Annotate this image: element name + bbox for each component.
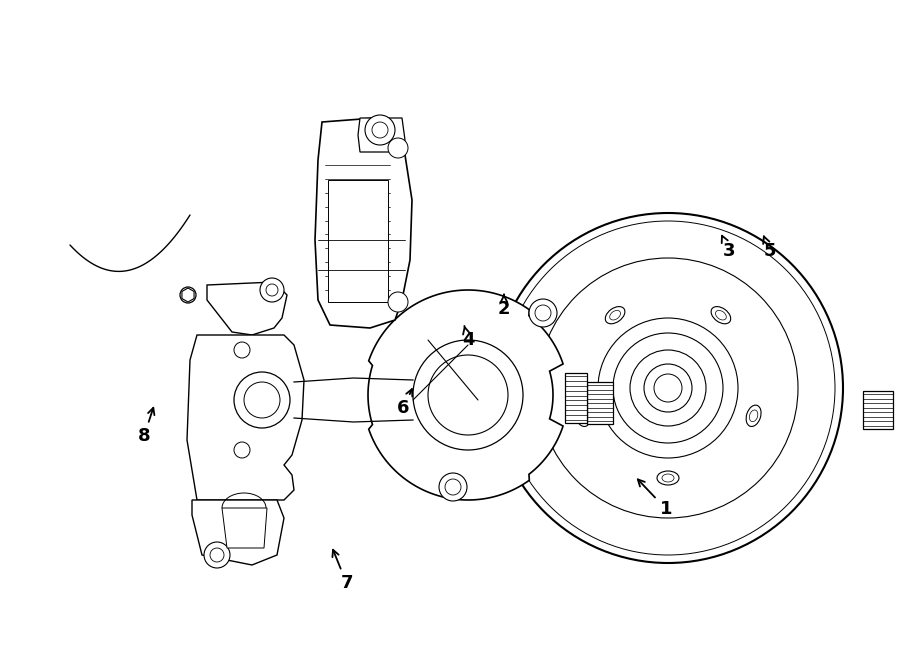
Polygon shape — [182, 288, 194, 302]
Polygon shape — [328, 180, 388, 302]
Polygon shape — [207, 282, 287, 335]
Polygon shape — [368, 290, 563, 500]
Circle shape — [428, 355, 508, 435]
Circle shape — [180, 287, 196, 303]
Polygon shape — [192, 500, 284, 565]
Circle shape — [234, 342, 250, 358]
Polygon shape — [358, 118, 405, 152]
Circle shape — [535, 305, 551, 321]
Circle shape — [654, 374, 682, 402]
Circle shape — [266, 284, 278, 296]
Circle shape — [388, 292, 408, 312]
Circle shape — [538, 258, 798, 518]
Circle shape — [630, 350, 706, 426]
Circle shape — [210, 548, 224, 562]
Text: 5: 5 — [763, 236, 776, 260]
Circle shape — [493, 213, 843, 563]
Circle shape — [445, 479, 461, 495]
Circle shape — [613, 333, 723, 443]
Text: 3: 3 — [722, 236, 735, 260]
Ellipse shape — [609, 311, 620, 320]
Circle shape — [260, 278, 284, 302]
Ellipse shape — [578, 410, 587, 422]
Circle shape — [234, 442, 250, 458]
Circle shape — [501, 221, 835, 555]
Text: 6: 6 — [397, 389, 412, 418]
Circle shape — [529, 299, 557, 327]
Circle shape — [372, 122, 388, 138]
Text: 8: 8 — [138, 408, 155, 446]
Circle shape — [644, 364, 692, 412]
Bar — [565, 373, 587, 423]
Ellipse shape — [716, 311, 726, 320]
Ellipse shape — [657, 471, 679, 485]
Text: 4: 4 — [462, 326, 474, 350]
Ellipse shape — [746, 405, 761, 426]
Circle shape — [388, 138, 408, 158]
Bar — [587, 382, 613, 424]
Circle shape — [204, 542, 230, 568]
Circle shape — [439, 473, 467, 501]
Ellipse shape — [575, 405, 590, 426]
Ellipse shape — [662, 474, 674, 482]
Circle shape — [234, 372, 290, 428]
Text: 7: 7 — [332, 550, 353, 592]
Ellipse shape — [606, 307, 625, 324]
Circle shape — [598, 318, 738, 458]
Polygon shape — [187, 335, 304, 500]
Circle shape — [365, 115, 395, 145]
Circle shape — [413, 340, 523, 450]
Bar — [863, 391, 893, 429]
Text: 2: 2 — [498, 295, 510, 319]
Ellipse shape — [711, 307, 731, 324]
Text: 1: 1 — [638, 479, 672, 518]
Polygon shape — [315, 118, 412, 328]
Polygon shape — [294, 380, 413, 420]
Polygon shape — [222, 508, 267, 548]
Ellipse shape — [750, 410, 758, 422]
Circle shape — [244, 382, 280, 418]
